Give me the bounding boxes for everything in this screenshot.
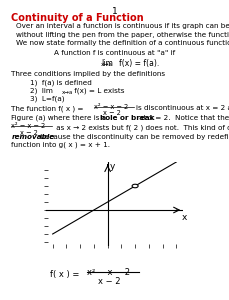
- Text: f(x) = L exists: f(x) = L exists: [72, 88, 125, 94]
- Text: f( x ) =: f( x ) =: [50, 270, 80, 279]
- Text: The function f( x ) =: The function f( x ) =: [11, 105, 84, 112]
- Text: without lifting the pen from the paper, otherwise the function is discontinuous.: without lifting the pen from the paper, …: [16, 32, 229, 38]
- Text: Over an interval a function is continuous if its graph can be drawn: Over an interval a function is continuou…: [16, 23, 229, 29]
- Circle shape: [132, 184, 138, 188]
- Text: function into g( x ) = x + 1.: function into g( x ) = x + 1.: [11, 142, 110, 148]
- Text: x − 2: x − 2: [98, 277, 120, 286]
- Text: hole or break: hole or break: [100, 115, 154, 121]
- Text: x: x: [182, 213, 187, 222]
- Text: x² − x − 2: x² − x − 2: [87, 268, 130, 277]
- Text: lim: lim: [101, 59, 113, 68]
- Text: y: y: [110, 162, 115, 171]
- Text: removable: removable: [11, 134, 55, 140]
- Text: is discontinuous at x = 2 as shown in: is discontinuous at x = 2 as shown in: [136, 105, 229, 111]
- Text: 2)  lim: 2) lim: [30, 88, 53, 94]
- Text: x − 2: x − 2: [20, 130, 38, 136]
- Text: x² − x − 2: x² − x − 2: [11, 123, 46, 129]
- Text: x² − x − 2: x² − x − 2: [94, 104, 128, 110]
- Text: Figure (a) where there is a: Figure (a) where there is a: [11, 115, 109, 121]
- Text: We now state formally the definition of a continuous function as follows:: We now state formally the definition of …: [16, 40, 229, 46]
- Text: 1: 1: [112, 7, 117, 16]
- Text: at x = 2.  Notice that the limit of: at x = 2. Notice that the limit of: [137, 115, 229, 121]
- Text: 3)  L=f(a): 3) L=f(a): [30, 95, 64, 102]
- Text: Continuity of a Function: Continuity of a Function: [11, 13, 144, 22]
- Text: x − 2: x − 2: [103, 110, 120, 116]
- Text: x→a: x→a: [101, 62, 113, 67]
- Text: f(x) = f(a).: f(x) = f(a).: [119, 59, 159, 68]
- Text: 1)  f(a) is defined: 1) f(a) is defined: [30, 80, 92, 86]
- Text: because the discontinuity can be removed by redefining the: because the discontinuity can be removed…: [38, 134, 229, 140]
- Text: Three conditions implied by the definitions: Three conditions implied by the definiti…: [11, 71, 166, 77]
- Text: A function f is continuous at "a" if: A function f is continuous at "a" if: [54, 50, 175, 56]
- Text: as x → 2 exists but f( 2 ) does not.  This kind of discontinuity is: as x → 2 exists but f( 2 ) does not. Thi…: [54, 124, 229, 131]
- Text: x→a: x→a: [62, 90, 73, 95]
